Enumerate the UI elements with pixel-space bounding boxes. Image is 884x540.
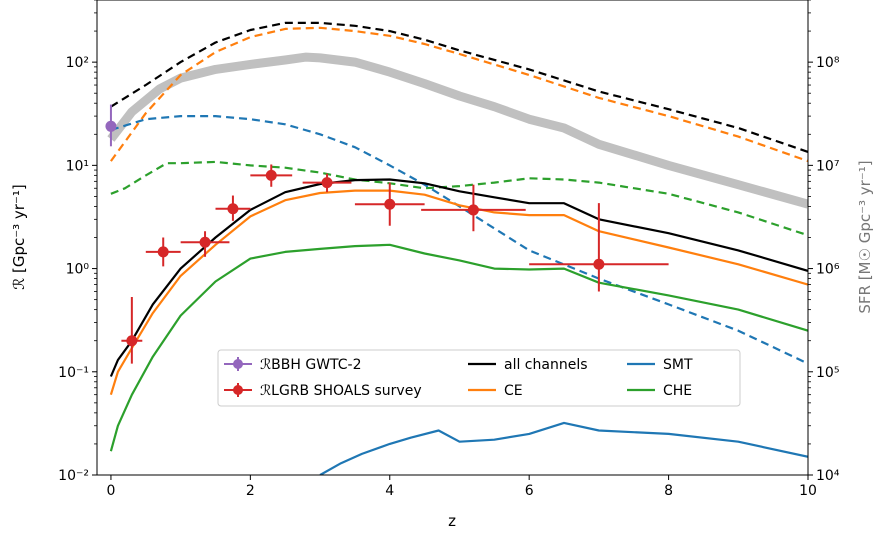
lgrb-point-0 <box>126 335 138 347</box>
error-bars <box>105 104 669 364</box>
lgrb-point-3 <box>227 203 239 215</box>
x-tick-label-5: 10 <box>799 483 817 499</box>
legend-label-all-channels: all channels <box>504 357 588 373</box>
y-right-tick-label-0: 10⁴ <box>816 468 840 484</box>
x-tick-label-4: 8 <box>664 483 673 499</box>
x-tick-label-1: 2 <box>246 483 255 499</box>
lgrb-point-7 <box>467 204 479 216</box>
y-right-tick-label-2: 10⁶ <box>816 262 840 278</box>
y-right-tick-label-1: 10⁵ <box>816 365 839 381</box>
bbh-point <box>105 120 117 132</box>
series-line-ce <box>109 189 808 396</box>
lgrb-point-4 <box>265 169 277 181</box>
legend-label-smt: SMT <box>663 357 693 373</box>
series-line-sfr <box>107 52 808 209</box>
y-left-tick-label-1: 10⁻¹ <box>58 365 89 381</box>
series-line-ce-sfr <box>110 26 808 163</box>
y-axis-label-right: SFR [M☉ Gpc⁻³ yr⁻¹] <box>856 160 874 313</box>
y-axis-label-left: ℛ [Gpc⁻³ yr⁻¹] <box>10 184 28 290</box>
lgrb-point-8 <box>593 258 605 270</box>
series-line-che <box>109 243 808 452</box>
series-line-smt-sfr <box>110 114 808 365</box>
legend-label-che: CHE <box>663 383 692 399</box>
plot-area <box>107 21 808 475</box>
y-left-tick-label-0: 10⁻² <box>58 468 89 484</box>
lgrb-point-6 <box>384 198 396 210</box>
x-axis-label: z <box>448 512 456 530</box>
legend-marker-dot-lgrb-shoals-survey <box>233 385 243 395</box>
axis-ticks: 0 2 4 6 8 10 10⁻² 10⁻¹ 10⁰ 10¹ 10² 10⁴ 10⁵ 10⁶ 10⁷ 10⁸ <box>58 0 840 499</box>
y-left-tick-label-4: 10² <box>66 55 89 71</box>
y-right-tick-label-3: 10⁷ <box>816 158 839 174</box>
series-line-smt <box>319 421 808 475</box>
y-left-tick-label-3: 10¹ <box>66 158 89 174</box>
series-line-all-channels-sfr <box>110 21 808 153</box>
x-tick-label-2: 4 <box>385 483 394 499</box>
legend-label-lgrb-shoals-survey: ℛLGRB SHOALS survey <box>260 383 422 399</box>
lgrb-point-2 <box>199 236 211 248</box>
legend-frame <box>217 349 741 407</box>
series-line-all-channels <box>109 178 808 377</box>
y-right-tick-label-4: 10⁸ <box>816 55 840 71</box>
y-left-tick-label-2: 10⁰ <box>66 262 90 278</box>
legend: ℛBBH GWTC-2 ℛLGRB SHOALS survey all channe… <box>217 349 741 407</box>
legend-label-ce: CE <box>504 383 523 399</box>
x-tick-label-3: 6 <box>525 483 534 499</box>
legend-marker-dot-bbh-gwtc-2 <box>233 359 243 369</box>
x-tick-label-0: 0 <box>106 483 115 499</box>
lgrb-point-5 <box>321 177 333 189</box>
series-line-che-sfr <box>110 160 808 237</box>
legend-label-bbh-gwtc-2: ℛBBH GWTC-2 <box>260 357 362 373</box>
lgrb-point-1 <box>157 246 169 258</box>
